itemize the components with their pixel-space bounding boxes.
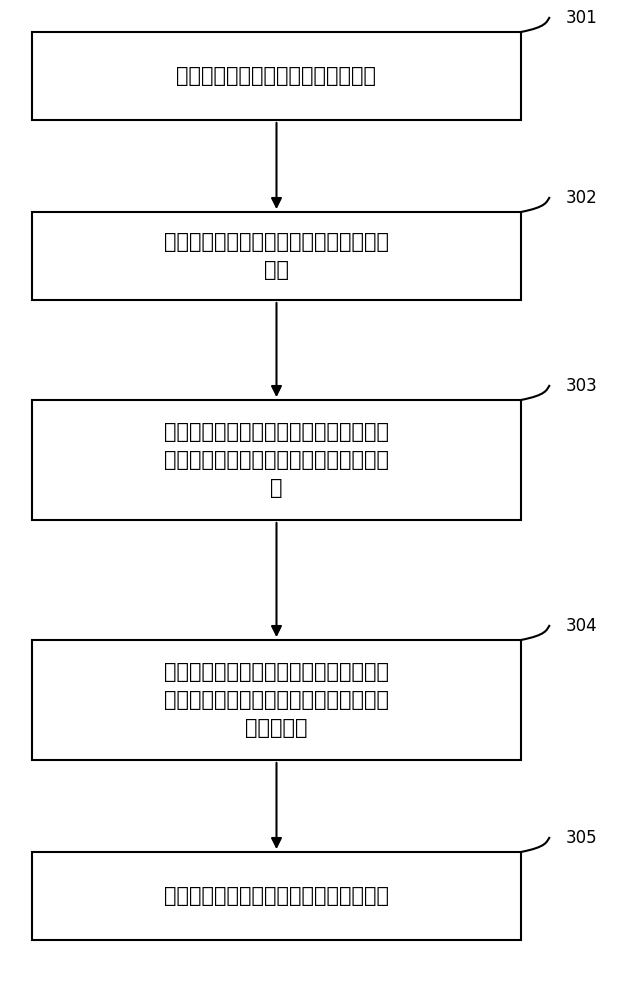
FancyBboxPatch shape	[32, 212, 521, 300]
FancyBboxPatch shape	[32, 640, 521, 760]
Text: 304: 304	[566, 617, 597, 635]
Text: 305: 305	[566, 829, 597, 847]
FancyBboxPatch shape	[32, 400, 521, 520]
Text: 301: 301	[566, 9, 597, 27]
Text: 302: 302	[566, 189, 597, 207]
Text: 接收端得到数据集并判断单向延时的变化
趋势: 接收端得到数据集并判断单向延时的变化 趋势	[164, 232, 389, 280]
FancyBboxPatch shape	[32, 32, 521, 120]
FancyBboxPatch shape	[32, 852, 521, 940]
Text: 根据发送速率的变化范围估计出可用带宽: 根据发送速率的变化范围估计出可用带宽	[164, 886, 389, 906]
Text: 根据单位时延的变化趋势，调整发送端的
发送速率，继续周期性向接收端发送探测
流: 根据单位时延的变化趋势，调整发送端的 发送速率，继续周期性向接收端发送探测 流	[164, 422, 389, 498]
Text: 重复上述步骤，通过判断单向延迟的变化
趋势，调整发送速率，直到发送速率满足
设定的阈值: 重复上述步骤，通过判断单向延迟的变化 趋势，调整发送速率，直到发送速率满足 设定…	[164, 662, 389, 738]
Text: 303: 303	[566, 377, 597, 395]
Text: 由发送端周期性向接收端发送探测流: 由发送端周期性向接收端发送探测流	[176, 66, 377, 86]
